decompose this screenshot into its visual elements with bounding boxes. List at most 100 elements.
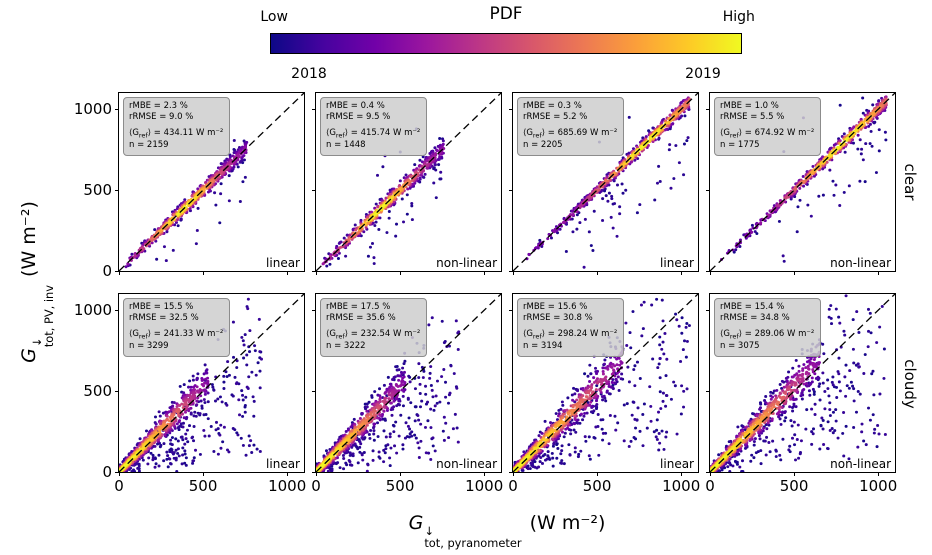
x-tick-mark bbox=[203, 472, 205, 476]
stat-n: n = 1775 bbox=[720, 140, 760, 151]
model-label: non-linear bbox=[830, 256, 891, 270]
stat-gref: ⟨Gref⟩ = 241.33 W m⁻² bbox=[129, 328, 224, 341]
x-tick-label: 500 bbox=[582, 477, 612, 495]
x-tick-mark bbox=[400, 271, 402, 275]
y-axis-label: G ↓ tot, PV, inv (W m⁻²) bbox=[18, 201, 57, 363]
colorbar-low-label: Low bbox=[260, 9, 288, 25]
y-tick-mark bbox=[115, 190, 119, 192]
stat-rmbe: rMBE = 15.6 % bbox=[523, 302, 588, 312]
x-tick-label: 1000 bbox=[859, 477, 898, 495]
y-tick-mark bbox=[115, 271, 119, 272]
stat-gref: ⟨Gref⟩ = 685.69 W m⁻² bbox=[523, 127, 618, 140]
stat-n: n = 3222 bbox=[326, 341, 366, 352]
stat-rmbe: rMBE = 15.5 % bbox=[129, 302, 194, 312]
stat-n: n = 1448 bbox=[326, 140, 366, 151]
panel-2019-cloudy-linear: rMBE = 15.6 % rRMSE = 30.8 % ⟨Gref⟩ = 29… bbox=[508, 293, 700, 495]
stats-box: rMBE = 15.4 % rRMSE = 34.8 % ⟨Gref⟩ = 28… bbox=[714, 298, 822, 357]
scatter-plot bbox=[513, 93, 698, 271]
stat-rrmse: rRMSE = 30.8 % bbox=[523, 313, 593, 324]
y-tick-mark bbox=[312, 472, 316, 473]
colorbar-gradient bbox=[270, 33, 742, 54]
y-tick-mark bbox=[312, 190, 316, 192]
x-tick-label: 0 bbox=[114, 477, 124, 495]
stat-n: n = 2159 bbox=[129, 140, 169, 151]
stat-rrmse: rRMSE = 9.5 % bbox=[326, 112, 391, 123]
y-tick-mark bbox=[115, 391, 119, 393]
y-tick-mark bbox=[509, 190, 513, 192]
y-tick-mark bbox=[509, 271, 513, 272]
panel-2018-clear-linear: rMBE = 2.3 % rRMSE = 9.0 % ⟨Gref⟩ = 434.… bbox=[74, 92, 305, 280]
year-label-2019: 2019 bbox=[685, 66, 721, 82]
y-axis-subsup: ↓ tot, PV, inv bbox=[29, 284, 57, 348]
stat-gref: ⟨Gref⟩ = 415.74 W m⁻² bbox=[326, 127, 421, 140]
y-tick-mark bbox=[706, 109, 710, 111]
x-tick-label: 500 bbox=[188, 477, 218, 495]
y-tick-label: 1000 bbox=[73, 100, 112, 119]
x-tick-mark bbox=[710, 472, 711, 476]
stat-n: n = 3299 bbox=[129, 341, 169, 352]
stat-rmbe: rMBE = 0.3 % bbox=[523, 101, 582, 111]
down-arrow-icon: ↓ bbox=[424, 523, 434, 538]
stats-box: rMBE = 1.0 % rRMSE = 5.5 % ⟨Gref⟩ = 674.… bbox=[714, 97, 822, 156]
y-tick-label: 0 bbox=[102, 262, 112, 280]
x-tick-mark bbox=[203, 271, 205, 275]
scatter-plot bbox=[316, 294, 501, 472]
y-tick-label: 1000 bbox=[73, 301, 112, 320]
model-label: non-linear bbox=[436, 256, 497, 270]
y-tick-mark bbox=[312, 109, 316, 111]
stat-rrmse: rRMSE = 34.8 % bbox=[720, 313, 790, 324]
row-label-cloudy: cloudy bbox=[901, 359, 919, 409]
y-tick-mark bbox=[509, 391, 513, 393]
model-label: linear bbox=[660, 256, 694, 270]
y-tick-mark bbox=[312, 271, 316, 272]
y-tick-mark bbox=[706, 391, 710, 393]
scatter-plot bbox=[316, 93, 501, 271]
model-label: non-linear bbox=[436, 457, 497, 471]
scatter-plot bbox=[710, 93, 895, 271]
y-tick-mark bbox=[509, 310, 513, 312]
x-tick-label: 0 bbox=[311, 477, 321, 495]
panel-2019-clear-nonlinear: rMBE = 1.0 % rRMSE = 5.5 % ⟨Gref⟩ = 674.… bbox=[706, 92, 896, 275]
x-tick-mark bbox=[878, 472, 880, 476]
scatter-plot bbox=[119, 93, 304, 271]
x-tick-mark bbox=[316, 271, 317, 275]
x-tick-mark bbox=[794, 271, 796, 275]
scatter-plot bbox=[119, 294, 304, 472]
x-tick-label: 1000 bbox=[268, 477, 307, 495]
stat-rrmse: rRMSE = 5.5 % bbox=[720, 112, 785, 123]
y-tick-label: 500 bbox=[83, 181, 112, 200]
y-tick-mark bbox=[115, 109, 119, 111]
model-label: linear bbox=[660, 457, 694, 471]
panel-2019-clear-linear: rMBE = 0.3 % rRMSE = 5.2 % ⟨Gref⟩ = 685.… bbox=[509, 92, 699, 275]
y-tick-mark bbox=[706, 271, 710, 272]
stat-n: n = 3075 bbox=[720, 341, 760, 352]
stat-n: n = 3194 bbox=[523, 341, 563, 352]
stat-gref: ⟨Gref⟩ = 289.06 W m⁻² bbox=[720, 328, 815, 341]
stat-rmbe: rMBE = 0.4 % bbox=[326, 101, 385, 111]
x-tick-label: 500 bbox=[385, 477, 415, 495]
x-tick-label: 0 bbox=[508, 477, 518, 495]
y-tick-label: 0 bbox=[102, 463, 112, 481]
stats-box: rMBE = 15.5 % rRMSE = 32.5 % ⟨Gref⟩ = 24… bbox=[123, 298, 231, 357]
x-tick-mark bbox=[513, 472, 514, 476]
x-tick-mark bbox=[513, 271, 514, 275]
stats-box: rMBE = 0.4 % rRMSE = 9.5 % ⟨Gref⟩ = 415.… bbox=[320, 97, 428, 156]
stat-rmbe: rMBE = 17.5 % bbox=[326, 302, 391, 312]
row-label-clear: clear bbox=[901, 163, 919, 201]
x-axis-label: G ↓ tot, pyranometer (W m⁻²) bbox=[408, 512, 606, 551]
x-tick-mark bbox=[597, 271, 599, 275]
y-tick-mark bbox=[312, 310, 316, 312]
panel-2018-cloudy-linear: rMBE = 15.5 % rRMSE = 32.5 % ⟨Gref⟩ = 24… bbox=[74, 293, 306, 495]
year-label-2018: 2018 bbox=[291, 66, 327, 82]
y-tick-mark bbox=[706, 310, 710, 312]
model-label: linear bbox=[266, 457, 300, 471]
x-tick-label: 500 bbox=[779, 477, 809, 495]
stat-rmbe: rMBE = 2.3 % bbox=[129, 101, 188, 111]
stats-box: rMBE = 17.5 % rRMSE = 35.6 % ⟨Gref⟩ = 23… bbox=[320, 298, 428, 357]
x-tick-label: 1000 bbox=[662, 477, 701, 495]
stat-gref: ⟨Gref⟩ = 674.92 W m⁻² bbox=[720, 127, 815, 140]
x-tick-mark bbox=[287, 271, 289, 275]
scatter-plot bbox=[513, 294, 698, 472]
x-tick-mark bbox=[484, 472, 486, 476]
